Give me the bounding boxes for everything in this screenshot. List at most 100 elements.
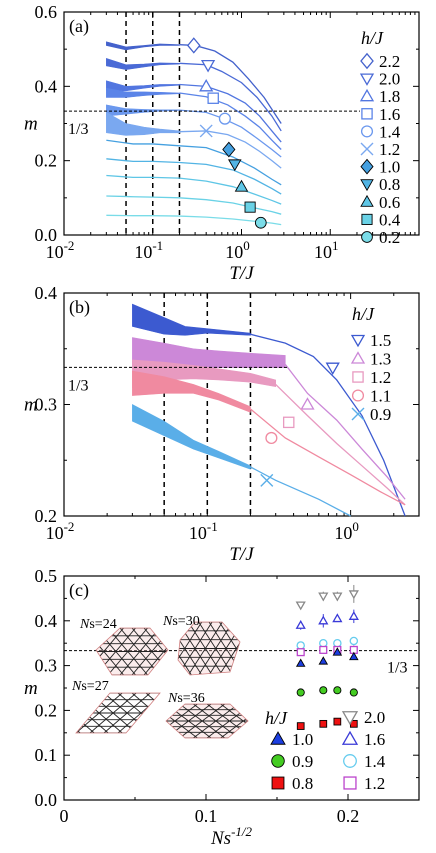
lattice-label-N: N <box>162 614 173 629</box>
legend-marker <box>360 125 374 138</box>
lattice-label-N: N <box>71 679 82 694</box>
lattice-bond <box>0 693 38 733</box>
series-marker <box>244 201 256 213</box>
series-line <box>106 195 282 215</box>
data-point <box>296 641 305 650</box>
lattice-bond <box>119 628 160 675</box>
legend: h/J1.0 0.9 0.8 2.0 1.6 1.4 1.2 <box>265 708 386 793</box>
y-tick-label: 0.1 <box>35 745 58 765</box>
data-point <box>348 590 359 600</box>
data-point <box>333 638 342 648</box>
legend-entry: 0.9 <box>292 752 313 771</box>
legend-entry: 1.2 <box>370 368 391 387</box>
data-point <box>319 638 328 648</box>
data-point <box>295 619 306 629</box>
lattice-bond <box>239 622 240 675</box>
legend-marker <box>360 142 374 156</box>
lattice-label: Ns=36 <box>167 691 205 706</box>
legend-entry: 1.1 <box>370 387 391 406</box>
x-tick-label: 100 <box>225 238 250 262</box>
y-tick-label: 0.2 <box>35 506 58 526</box>
lattice-bond <box>187 622 223 675</box>
series-line <box>106 139 282 186</box>
y-tick-label: 0.0 <box>35 790 58 810</box>
data-point <box>333 717 342 726</box>
x-tick-label: 0.1 <box>195 806 218 826</box>
x-tick-base: 10 <box>334 523 352 543</box>
data-point <box>349 636 359 646</box>
legend-marker <box>360 194 374 207</box>
data-point <box>295 658 306 667</box>
data-point <box>318 592 329 602</box>
y-tick-label: 0.2 <box>35 151 58 171</box>
series-marker <box>186 37 201 54</box>
panel-label: (c) <box>69 580 89 601</box>
lattice-label-s: s <box>89 617 94 632</box>
series-marker <box>228 159 242 172</box>
data-point <box>332 613 343 623</box>
x-tick-label: 100 <box>334 519 359 543</box>
legend-marker <box>352 371 364 383</box>
legend-marker <box>360 179 374 192</box>
series-band <box>132 303 251 336</box>
data-point <box>296 648 305 657</box>
legend-entry: 0.6 <box>379 193 400 212</box>
x-axis-label: T/J <box>229 544 255 565</box>
lattice-label-N: N <box>79 617 90 632</box>
legend-marker <box>351 407 365 421</box>
series-marker <box>199 124 213 138</box>
lattice-label-s: s <box>172 614 177 629</box>
lattice-bond <box>178 622 213 675</box>
x-tick-label: 10-2 <box>46 519 75 543</box>
lattice-label: Ns=27 <box>71 679 109 694</box>
series-line <box>250 333 406 517</box>
y-tick-label: 0.3 <box>35 395 58 415</box>
series-band <box>106 87 180 98</box>
legend-marker <box>361 231 373 243</box>
series-line <box>106 214 282 226</box>
x-tick-exponent: -2 <box>64 238 75 253</box>
data-point <box>319 719 328 728</box>
legend-entry: 0.8 <box>379 175 400 194</box>
y-tick-label: 0.4 <box>35 76 58 96</box>
lattice-label: Ns=30 <box>162 614 200 629</box>
lattice-bond <box>239 622 240 675</box>
y-tick-label: 0.4 <box>35 611 58 631</box>
lattice-3 <box>166 704 248 738</box>
lattice-bond <box>302 622 336 675</box>
legend-marker <box>341 730 359 745</box>
series-line <box>106 158 282 195</box>
legend-marker <box>350 334 366 348</box>
series-marker <box>222 141 236 158</box>
hline-label: 1/3 <box>68 377 88 394</box>
lattice-label-s: s <box>81 679 86 694</box>
lattice-bond <box>178 622 203 675</box>
data-point <box>332 647 343 656</box>
series-marker <box>300 397 315 410</box>
legend-entry: 1.6 <box>364 730 385 749</box>
series-marker <box>282 416 295 429</box>
series-line <box>275 383 406 506</box>
lattice-label-val: =24 <box>95 617 117 632</box>
panel-b: 0.20.30.410-2 10-1 1001/3(b)T/Jmh/J1.51.31… <box>24 283 420 565</box>
lattice-outline <box>75 692 161 734</box>
lattice-bond <box>107 628 148 675</box>
lattice-label-s: s <box>177 691 182 706</box>
legend-marker <box>359 73 375 86</box>
legend-entry: 1.4 <box>364 752 386 771</box>
data-point <box>319 645 328 654</box>
y-axis-label: m <box>24 678 38 699</box>
data-point <box>296 688 305 697</box>
legend-entry: 1.6 <box>379 105 400 124</box>
legend-title: h/J <box>352 304 375 324</box>
series-marker <box>325 362 340 376</box>
data-point <box>295 601 306 611</box>
series-band <box>106 104 180 117</box>
series-marker <box>200 59 216 73</box>
x-tick-exponent: 1 <box>332 238 339 253</box>
legend-entry: 2.0 <box>379 70 400 89</box>
x-tick-label: 10-2 <box>46 238 75 262</box>
lattice-bond <box>240 628 280 675</box>
lattice-bond <box>143 628 168 675</box>
lattice-label-val: =27 <box>87 679 109 694</box>
